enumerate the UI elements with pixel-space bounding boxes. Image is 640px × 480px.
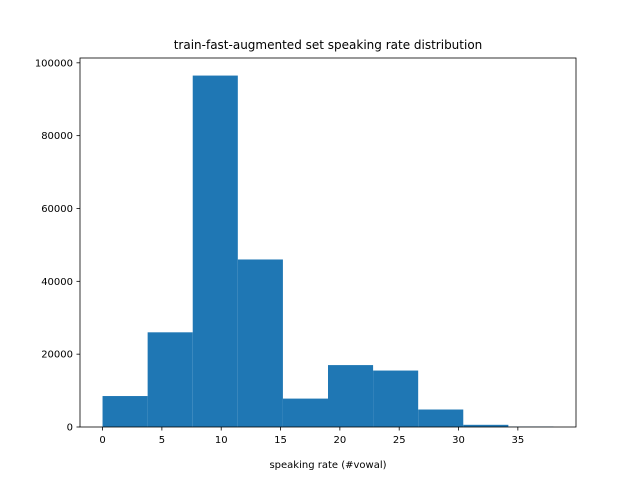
x-tick-label: 35	[511, 435, 524, 446]
x-axis-label: speaking rate (#vowal)	[269, 460, 386, 471]
bars-group	[102, 75, 554, 428]
x-tick-label: 20	[333, 435, 346, 446]
histogram-bar	[147, 332, 193, 427]
y-tick-label: 100000	[35, 58, 73, 69]
histogram-bar	[192, 75, 238, 428]
axes-group: 0 5 10 15 20 25 30 35 0 20000 40000 60000 80000 10000…	[35, 57, 577, 446]
x-tick-label: 25	[393, 435, 406, 446]
histogram-bar	[328, 365, 374, 427]
x-tick-label: 0	[99, 435, 105, 446]
x-tick-label: 30	[452, 435, 465, 446]
y-tick-label: 0	[67, 423, 73, 434]
x-tick-label: 15	[274, 435, 287, 446]
y-tick-label: 60000	[41, 204, 73, 215]
y-tick-label: 20000	[41, 350, 73, 361]
histogram-bar	[373, 370, 419, 427]
chart-title: train-fast-augmented set speaking rate d…	[174, 38, 483, 52]
histogram-bar	[237, 259, 283, 427]
y-tick-label: 80000	[41, 131, 73, 142]
histogram-bar	[463, 424, 509, 427]
y-tick-label: 40000	[41, 277, 73, 288]
histogram-bar	[102, 396, 148, 427]
histogram-bar	[418, 409, 464, 427]
histogram-bar	[282, 398, 328, 427]
plot-frame	[79, 57, 577, 428]
x-tick-label: 10	[215, 435, 228, 446]
x-tick-label: 5	[159, 435, 165, 446]
